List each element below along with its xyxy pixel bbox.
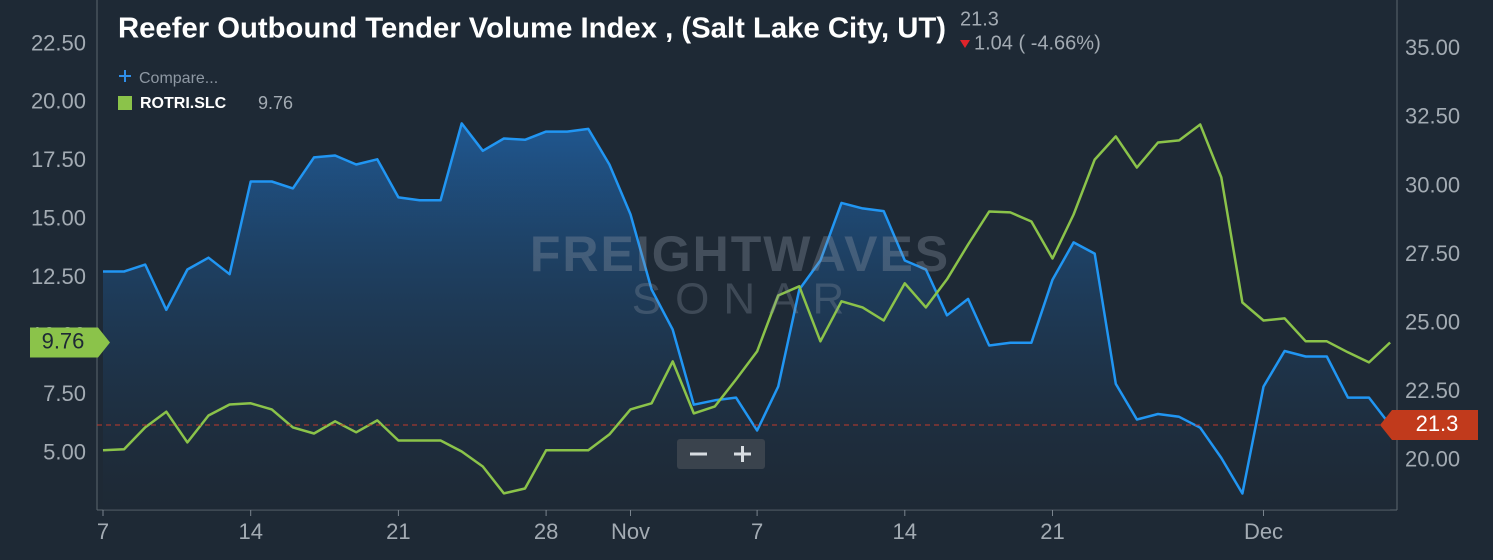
x-tick-label: Dec [1244,519,1283,544]
y-tick-label: 5.00 [43,440,86,465]
x-tick-label: Nov [611,519,650,544]
change-label: 1.04 ( -4.66%) [974,32,1101,54]
compare-icon[interactable] [119,70,131,82]
y2-tick-label: 20.00 [1405,446,1460,471]
watermark: SONAR [632,275,858,324]
badges: 21.3 9.76 [30,327,1478,440]
y-tick-label: 7.50 [43,381,86,406]
x-tick-label: 7 [751,519,763,544]
y2-tick-label: 25.00 [1405,309,1460,334]
y2-tick-label: 30.00 [1405,172,1460,197]
legend-value: 9.76 [258,93,293,113]
series-line [102,123,1391,495]
x-tick-label: 14 [893,519,917,544]
last-value: 21.3 [960,8,999,30]
area-fill [103,123,1391,511]
series-line [103,122,1392,495]
y2-tick-label: 35.00 [1405,35,1460,60]
y-tick-label: 20.00 [31,89,86,114]
last-value-label: 9.76 [42,328,85,353]
zoom-in-button[interactable] [734,446,751,462]
x-tick-label: 28 [534,519,558,544]
y-tick-label: 15.00 [31,206,86,231]
down-arrow [960,40,970,48]
plot-area: 5.007.5010.0012.5015.0017.5020.0022.5020… [31,0,1460,544]
y-tick-label: 22.50 [31,30,86,55]
x-tick-label: 21 [1040,519,1064,544]
legend-label: ROTRI.SLC [140,95,227,112]
chart-title: Reefer Outbound Tender Volume Index , (S… [118,13,946,45]
x-tick-label: 21 [386,519,410,544]
y2-tick-label: 32.50 [1405,104,1460,129]
x-tick-label: 14 [238,519,262,544]
y-tick-label: 12.50 [31,264,86,289]
last-value-badge [30,327,110,358]
y2-tick-label: 22.50 [1405,378,1460,403]
watermark: FREIGHTWAVES [530,226,950,282]
legend-swatch [118,96,132,110]
x-tick-label: 7 [97,519,109,544]
y-tick-label: 17.50 [31,147,86,172]
compare-link[interactable]: Compare... [139,70,218,87]
last-value-label: 21.3 [1416,411,1459,436]
last-value-badge [1380,410,1478,440]
y2-tick-label: 27.50 [1405,241,1460,266]
